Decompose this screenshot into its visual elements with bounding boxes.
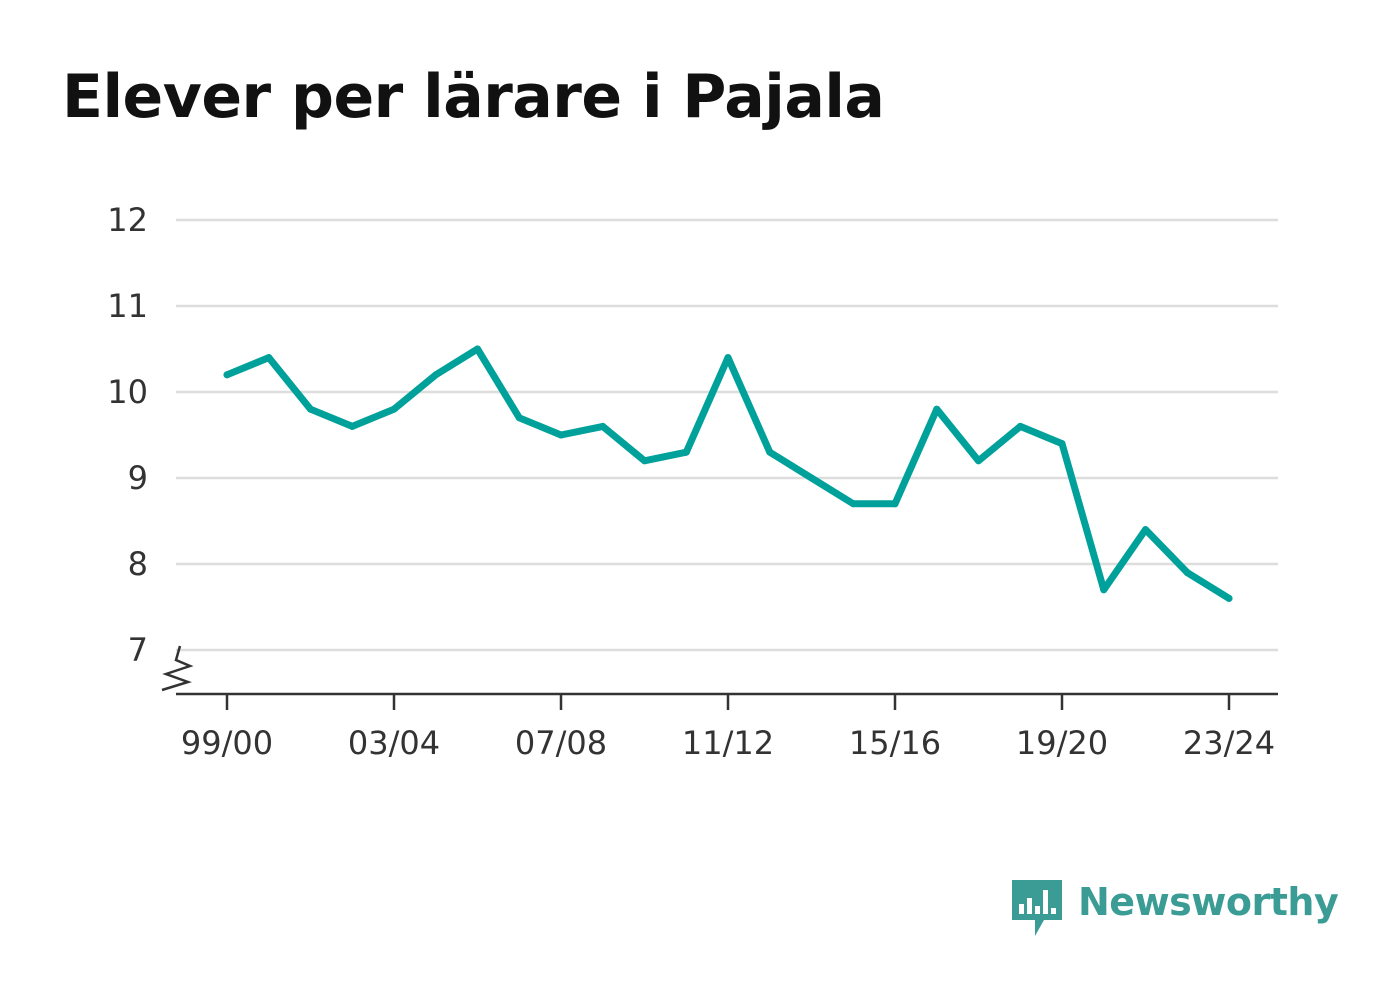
chart-title: Elever per lärare i Pajala	[62, 62, 885, 132]
data-point	[223, 371, 231, 379]
y-axis-tick-labels: 7 8 9 10 11 12	[107, 201, 148, 669]
data-point	[724, 354, 732, 362]
data-point	[390, 405, 398, 413]
y-tick-label: 11	[107, 287, 148, 325]
data-point	[975, 457, 982, 465]
data-point	[1016, 422, 1024, 430]
data-point	[1100, 586, 1108, 594]
data-point	[307, 405, 314, 413]
y-tick-label: 9	[128, 459, 148, 497]
x-axis	[161, 645, 1278, 696]
data-point	[599, 422, 607, 430]
data-point	[474, 345, 481, 353]
data-point	[1142, 526, 1149, 534]
x-axis-ticks: 99/00 03/04 07/08 11/12 15/16 19/20 23/24	[181, 694, 1275, 762]
grid-lines	[176, 218, 1278, 652]
x-tick-label: 03/04	[348, 724, 440, 762]
data-point	[891, 500, 899, 508]
data-point	[808, 474, 815, 482]
data-point	[348, 422, 356, 430]
data-point	[766, 448, 774, 456]
data-point	[557, 431, 565, 439]
x-tick-label: 07/08	[515, 724, 607, 762]
newsworthy-logo-icon	[1012, 880, 1062, 936]
x-tick-label: 99/00	[181, 724, 273, 762]
data-point	[933, 405, 941, 413]
brand-logo: Newsworthy	[1010, 878, 1340, 942]
x-tick-label: 11/12	[682, 724, 774, 762]
data-point	[432, 371, 440, 379]
series-line	[223, 345, 1233, 602]
data-point	[1058, 440, 1066, 448]
data-point	[1183, 569, 1191, 577]
y-tick-label: 8	[128, 545, 148, 583]
x-tick-label: 19/20	[1016, 724, 1108, 762]
data-point	[265, 354, 273, 362]
data-point	[641, 457, 648, 465]
data-point	[515, 414, 523, 422]
data-points	[223, 345, 1233, 602]
data-point	[849, 500, 857, 508]
brand-name: Newsworthy	[1078, 880, 1339, 924]
y-tick-label: 10	[107, 373, 148, 411]
data-point	[682, 448, 690, 456]
data-point	[1225, 594, 1233, 602]
x-tick-label: 15/16	[849, 724, 941, 762]
y-axis-break-icon	[161, 645, 194, 692]
y-tick-label: 12	[107, 201, 148, 239]
y-tick-label: 7	[128, 631, 148, 669]
x-tick-label: 23/24	[1183, 724, 1275, 762]
